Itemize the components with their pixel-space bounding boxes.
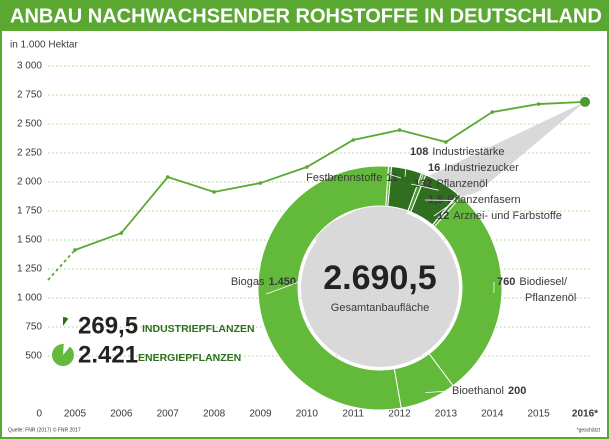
label-part: 108: [410, 146, 428, 158]
data-point: [119, 231, 124, 235]
label-part: Arznei- und Farbstoffe: [453, 210, 562, 222]
data-point: [305, 165, 309, 169]
x-tick-label: 2015: [528, 409, 551, 420]
projection-wedge: [262, 101, 585, 255]
y-tick-label: 1 000: [17, 293, 42, 304]
x-tick-label: 2011: [342, 409, 364, 420]
data-point: [536, 102, 541, 106]
data-point: [580, 96, 590, 107]
segment-label: 108 Industriestärke: [410, 146, 505, 158]
y-tick-label: 0: [36, 409, 42, 420]
label-part: Industriestärke: [432, 146, 504, 158]
x-tick-label: 2008: [203, 409, 226, 420]
label-part: 11: [386, 172, 398, 184]
leader-line: [433, 201, 455, 217]
y-tick-label: 2 500: [17, 119, 42, 130]
y-tick-label: 2 250: [17, 148, 42, 159]
leader-line: [266, 281, 300, 295]
leader-line: [420, 167, 426, 182]
data-point: [258, 181, 263, 185]
footnote: *geschätzt: [577, 427, 601, 433]
y-tick-label: 1 500: [17, 235, 42, 246]
label-part: 132: [414, 178, 432, 190]
chart-title: ANBAU NACHWACHSENDER ROHSTOFFE IN DEUTSC…: [10, 5, 602, 27]
y-tick-label: 750: [25, 322, 42, 333]
y-axis-label: in 1.000 Hektar: [10, 40, 78, 51]
segment-label-line: Pflanzenöl: [525, 292, 576, 304]
y-tick-label: 3 000: [17, 61, 42, 72]
label-part: 200: [508, 385, 526, 397]
data-point: [444, 140, 448, 144]
group-name: INDUSTRIEPFLANZEN: [142, 323, 255, 335]
label-part: Pflanzenfasern: [447, 194, 520, 206]
data-point: [212, 190, 216, 194]
y-tick-label: 2 750: [17, 90, 42, 101]
data-point: [351, 138, 355, 142]
donut-hole: [301, 209, 459, 367]
lead-in: [47, 249, 76, 281]
leader-line: [425, 390, 450, 394]
label-part: Biogas: [231, 276, 265, 288]
label-part: 1.450: [268, 276, 296, 288]
label-part: Festbrennstoffe: [306, 172, 382, 184]
x-tick-label: 2014: [481, 409, 504, 420]
total-name: Gesamtanbaufläche: [331, 302, 429, 314]
header-band: [0, 0, 609, 31]
data-point: [165, 175, 170, 179]
data-point: [490, 110, 495, 114]
group-value: 269,5: [78, 312, 138, 339]
segment-label: Biogas 1.450: [231, 276, 296, 288]
leader-line: [404, 151, 408, 177]
y-tick-label: 1 250: [17, 264, 42, 275]
label-part: Pflanzenöl: [436, 178, 487, 190]
x-tick-label: 2009: [249, 409, 272, 420]
data-line: [74, 101, 586, 251]
data-point: [73, 248, 77, 252]
segment-label: 12 Arznei- und Farbstoffe: [437, 210, 562, 222]
segment-label: Bioethanol 200: [452, 385, 526, 397]
label-part: 12: [437, 210, 449, 222]
data-point: [397, 128, 402, 132]
x-tick-label: 2016*: [572, 409, 598, 420]
group-value: 2.421: [78, 341, 138, 368]
total-value: 2.690,5: [323, 259, 436, 297]
y-tick-label: 500: [25, 351, 42, 362]
label-part: Industriezucker: [444, 162, 519, 174]
group-name: ENERGIEPFLANZEN: [138, 352, 241, 364]
y-tick-label: 2 000: [17, 177, 42, 188]
x-tick-label: 2007: [157, 409, 180, 420]
segment-label: 760 Biodiesel/: [497, 276, 568, 288]
label-part: Bioethanol: [452, 385, 504, 397]
x-tick-label: 2006: [110, 409, 133, 420]
label-part: 760: [497, 276, 515, 288]
x-tick-label: 2005: [64, 409, 87, 420]
leader-line: [389, 174, 402, 179]
segment-label: Festbrennstoffe 11: [306, 172, 398, 184]
group-icon: [52, 344, 74, 367]
x-tick-label: 2012: [388, 409, 411, 420]
label-part: Biodiesel/: [519, 276, 568, 288]
x-tick-label: 2010: [296, 409, 319, 420]
label-part: 16: [428, 162, 440, 174]
x-tick-label: 2013: [435, 409, 458, 420]
segment-label: 132 Pflanzenöl: [414, 178, 488, 190]
y-tick-label: 1 750: [17, 206, 42, 217]
source: Quelle: FNR (2017) © FNR 2017: [8, 426, 81, 433]
segment-label: 16 Industriezucker: [428, 162, 519, 174]
leader-line: [410, 183, 439, 191]
donut-segment: [257, 165, 402, 411]
group-icon: [63, 317, 69, 326]
